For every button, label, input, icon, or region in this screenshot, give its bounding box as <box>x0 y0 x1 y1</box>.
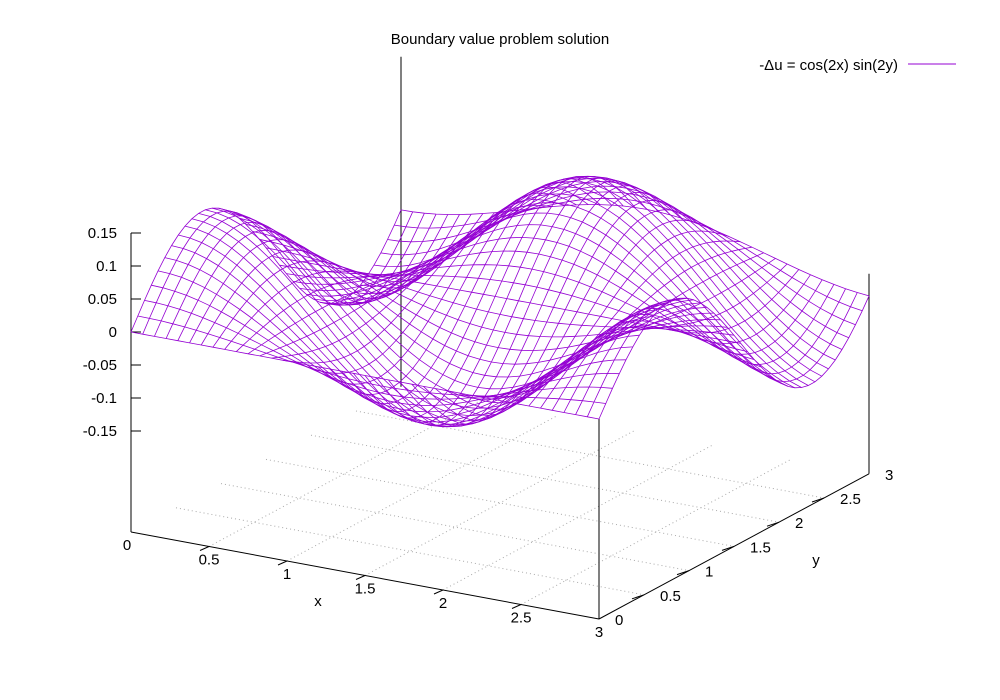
y-tick-label: 0.5 <box>660 588 681 605</box>
grid-line-y <box>220 483 690 572</box>
surface-line-x <box>142 210 414 335</box>
surface-line-y <box>306 224 775 380</box>
surface-line-x <box>434 209 706 416</box>
y-tick-label: 3 <box>885 467 893 484</box>
surface-line-y <box>259 238 728 338</box>
y-tick <box>631 594 645 600</box>
surface-line-y <box>151 284 620 406</box>
surface-line-y <box>319 202 789 387</box>
surface-line-y <box>394 197 863 312</box>
x-axis-label: x <box>314 593 322 610</box>
y-tick <box>676 570 690 576</box>
grid-line-y <box>355 410 825 499</box>
surface-line-y <box>400 204 870 297</box>
surface-line-y <box>292 250 762 368</box>
x-tick-label: 0 <box>123 537 131 554</box>
surface-line-y <box>367 177 836 361</box>
axes: 00.511.522.5300.511.522.530.150.10.050-0… <box>83 56 893 641</box>
x-tick <box>433 589 444 595</box>
surface-line-y <box>360 176 829 370</box>
surface-line-y <box>373 181 843 350</box>
x-tick <box>511 604 522 609</box>
surface-line-x <box>586 292 858 417</box>
surface-line-y <box>137 315 606 404</box>
x-tick-label: 3 <box>595 624 603 641</box>
grid-line-y <box>265 458 735 547</box>
surface-line-y <box>245 223 714 365</box>
x-tick-label: 1.5 <box>355 581 376 598</box>
surface-line-y <box>238 217 708 378</box>
surface-line-y <box>265 247 735 336</box>
surface-line-x <box>388 180 659 428</box>
z-tick-label: 0 <box>109 324 117 341</box>
z-tick-label: -0.15 <box>83 423 117 440</box>
base-grid <box>175 400 825 605</box>
surface-line-x <box>563 284 835 413</box>
y-tick <box>811 497 825 503</box>
z-tick-label: 0.1 <box>96 258 117 275</box>
z-tick-label: 0.15 <box>88 225 117 242</box>
x-tick-label: 1 <box>283 566 291 583</box>
grid-line-x <box>286 415 558 562</box>
surface-line-y <box>279 264 748 352</box>
x-tick <box>199 546 210 551</box>
surface-line-y <box>198 213 667 426</box>
grid-line-y <box>310 434 780 523</box>
surface-line-y <box>130 331 600 420</box>
surface-line-y <box>387 191 856 326</box>
surface-line-x <box>540 274 811 409</box>
grid-line-x <box>208 400 480 547</box>
chart-title: Boundary value problem solution <box>391 31 609 48</box>
surface-line-y <box>218 207 687 409</box>
y-tick-label: 2 <box>795 515 803 532</box>
z-tick-label: 0.05 <box>88 291 117 308</box>
surface-line-y <box>191 218 660 428</box>
y-tick-label: 2.5 <box>840 491 861 508</box>
x-tick-label: 2.5 <box>511 610 532 627</box>
surface-line-x <box>493 252 764 400</box>
surface-line-x <box>551 279 823 411</box>
x-tick <box>355 575 366 580</box>
surface-line-y <box>313 212 782 384</box>
x-tick <box>277 560 288 566</box>
y-tick-label: 1 <box>705 564 713 581</box>
z-tick-label: -0.05 <box>83 357 117 374</box>
surface-line-y <box>184 225 654 428</box>
y-tick-label: 1.5 <box>750 539 771 556</box>
legend-label: -Δu = cos(2x) sin(2y) <box>759 57 898 74</box>
x-tick-label: 2 <box>439 595 447 612</box>
y-tick <box>721 545 735 551</box>
grid-line-x <box>364 429 636 576</box>
surface-mesh <box>130 175 870 428</box>
y-tick <box>766 521 780 527</box>
y-tick-label: 0 <box>615 612 623 629</box>
grid-line-x <box>442 444 714 591</box>
surface-line-x <box>575 288 846 415</box>
y-axis-label: y <box>812 552 820 569</box>
grid-line-y <box>175 507 645 596</box>
surface-line-y <box>272 256 741 344</box>
surface-line-y <box>225 209 694 400</box>
surface-line-y <box>157 270 627 413</box>
surface-line-y <box>286 264 755 360</box>
x-tick-label: 0.5 <box>199 552 220 569</box>
surface-line-y <box>299 236 768 374</box>
surface-line-y <box>380 185 849 339</box>
z-tick-label: -0.1 <box>91 390 117 407</box>
